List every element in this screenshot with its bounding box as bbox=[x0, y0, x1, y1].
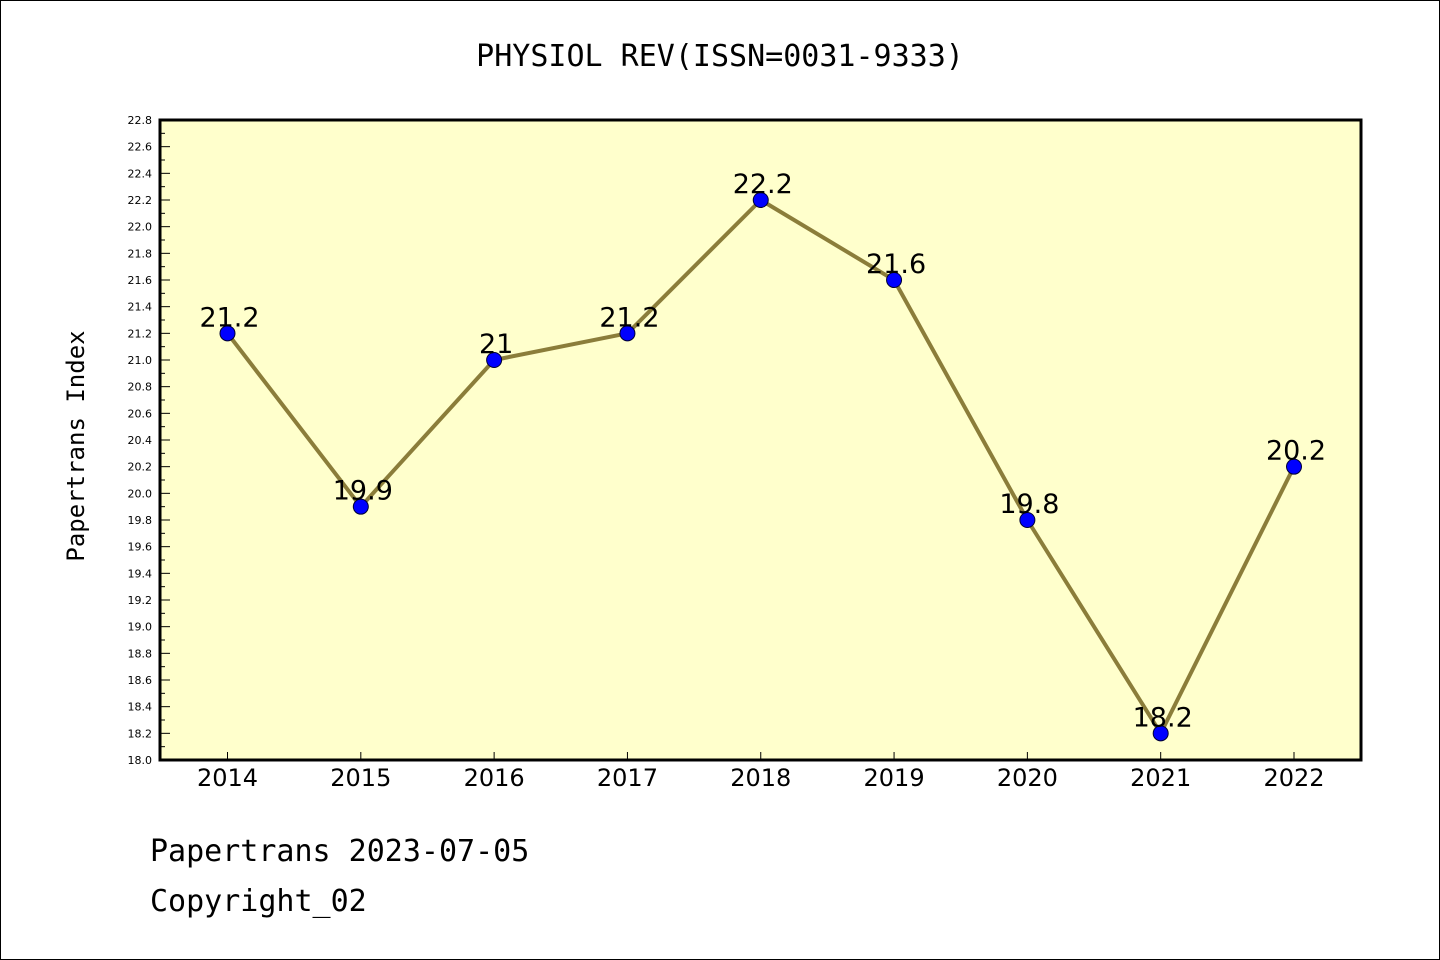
data-label-group: 21.2 19.9 21 21.2 22.2 21.6 19.8 18.2 20.2 bbox=[199, 169, 1326, 733]
y-tick-label: 21.4 bbox=[128, 301, 153, 314]
x-tick-label: 2018 bbox=[730, 764, 791, 792]
y-tick-label: 18.4 bbox=[128, 701, 153, 714]
chart-title: PHYSIOL REV(ISSN=0031-9333) bbox=[476, 39, 964, 74]
y-tick-label: 18.0 bbox=[128, 754, 153, 767]
x-tick-label: 2016 bbox=[464, 764, 525, 792]
y-tick-label: 22.2 bbox=[128, 194, 153, 207]
data-point bbox=[886, 272, 903, 288]
x-tick-label: 2014 bbox=[197, 764, 258, 792]
y-tick-label: 21.6 bbox=[128, 274, 153, 287]
y-tick-label: 20.4 bbox=[128, 434, 153, 447]
data-label: 19.9 bbox=[333, 476, 393, 507]
footer-date: Papertrans 2023-07-05 bbox=[150, 834, 530, 869]
x-tick-label: 2022 bbox=[1263, 764, 1324, 792]
y-axis-label: Papertrans Index bbox=[62, 330, 90, 561]
y-tick-label: 22.4 bbox=[128, 167, 153, 180]
data-point bbox=[486, 352, 503, 368]
y-tick-label: 19.8 bbox=[128, 514, 153, 527]
data-label: 21.2 bbox=[599, 302, 659, 333]
x-axis: 2014 2015 2016 2017 2018 2019 2020 2021 2022 bbox=[197, 752, 1325, 792]
footer-copyright: Copyright_02 bbox=[150, 884, 367, 919]
data-point bbox=[1152, 725, 1169, 742]
y-axis: 18.0 18.2 18.4 18.6 18.8 19.0 19.2 19.4 19.6 19.8… bbox=[128, 114, 170, 767]
y-tick-label: 18.6 bbox=[128, 674, 153, 687]
y-tick-label: 18.8 bbox=[128, 647, 153, 660]
y-tick-label: 20.8 bbox=[128, 381, 153, 394]
y-tick-label: 21.8 bbox=[128, 247, 153, 260]
y-tick-label: 20.0 bbox=[128, 487, 153, 500]
data-point bbox=[219, 325, 236, 342]
data-point bbox=[752, 192, 769, 208]
data-point bbox=[352, 498, 369, 515]
y-tick-label: 19.0 bbox=[128, 621, 153, 634]
data-label: 21.6 bbox=[866, 249, 926, 280]
plot-area bbox=[158, 118, 1363, 762]
data-point bbox=[619, 325, 636, 342]
data-point bbox=[1019, 512, 1036, 528]
data-label: 21 bbox=[479, 329, 513, 360]
x-tick-label: 2017 bbox=[597, 764, 658, 792]
data-label: 20.2 bbox=[1266, 436, 1326, 467]
data-point bbox=[1286, 458, 1302, 475]
series-line-group bbox=[219, 192, 1302, 742]
y-tick-label: 18.2 bbox=[128, 727, 153, 740]
data-label: 18.2 bbox=[1133, 702, 1193, 733]
y-tick-label: 19.6 bbox=[128, 541, 153, 554]
y-tick-label: 22.0 bbox=[128, 221, 153, 234]
y-tick-label: 22.8 bbox=[128, 114, 153, 127]
data-label: 22.2 bbox=[733, 169, 793, 200]
y-tick-label: 22.6 bbox=[128, 141, 153, 154]
y-tick-label: 20.6 bbox=[128, 407, 153, 420]
x-tick-label: 2020 bbox=[997, 764, 1058, 792]
y-tick-label: 21.0 bbox=[128, 354, 153, 367]
x-tick-label: 2019 bbox=[864, 764, 925, 792]
x-tick-label: 2015 bbox=[330, 764, 391, 792]
data-label: 21.2 bbox=[199, 302, 259, 333]
y-tick-label: 21.2 bbox=[128, 327, 153, 340]
data-label: 19.8 bbox=[999, 489, 1059, 520]
y-tick-label: 19.2 bbox=[128, 594, 153, 607]
x-tick-label: 2021 bbox=[1130, 764, 1191, 792]
y-tick-label: 19.4 bbox=[128, 567, 153, 580]
y-tick-label: 20.2 bbox=[128, 461, 153, 474]
